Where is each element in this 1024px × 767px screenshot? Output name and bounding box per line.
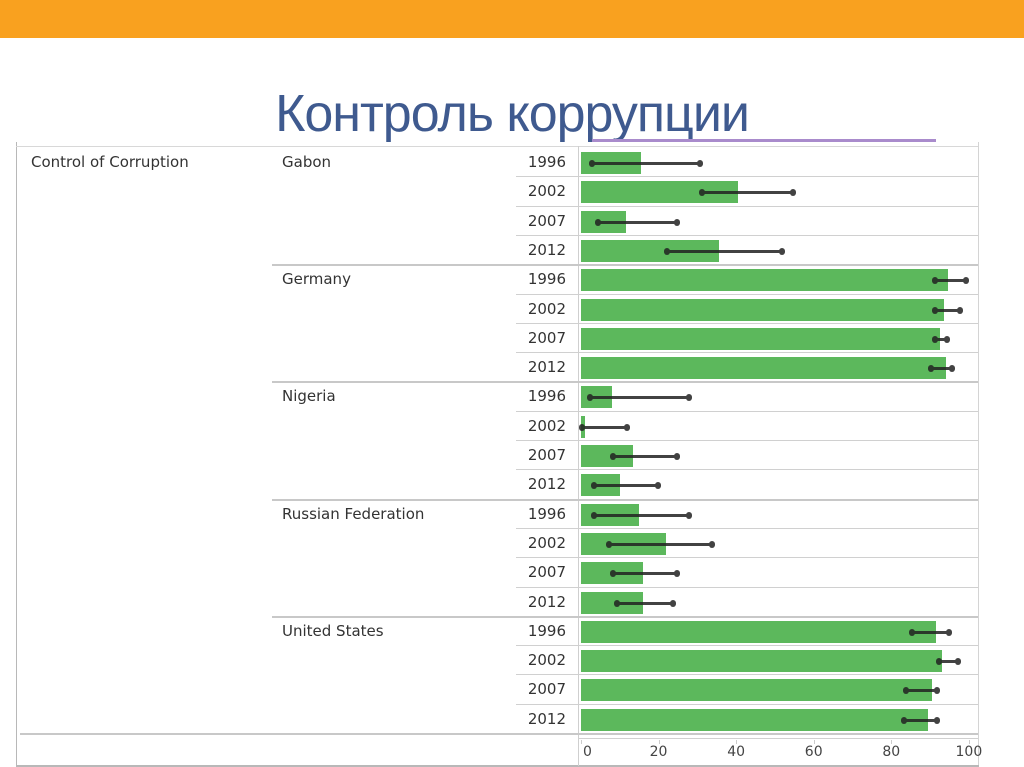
error-bar <box>901 716 940 724</box>
row-divider <box>516 469 978 471</box>
chart-frame-top <box>16 146 978 147</box>
year-label: 1996 <box>527 504 566 523</box>
bar-germany-2007 <box>581 327 940 350</box>
year-label: 1996 <box>527 621 566 640</box>
top-accent-bar <box>0 0 1024 38</box>
group-divider <box>272 381 978 384</box>
row-divider <box>516 440 978 441</box>
country-label: Russian Federation <box>282 504 425 523</box>
x-tick-mark <box>891 740 893 744</box>
error-bar <box>613 599 677 607</box>
year-label: 2012 <box>527 240 566 259</box>
row-divider <box>516 322 978 324</box>
error-bar <box>664 247 786 255</box>
error-bar <box>902 687 940 695</box>
country-label: Gabon <box>282 153 332 171</box>
error-bar <box>932 335 950 343</box>
bar-united-states-2007 <box>581 679 933 702</box>
bar-gabon-2012 <box>581 239 719 262</box>
error-bar <box>699 189 797 197</box>
year-label: 2007 <box>527 446 566 464</box>
row-divider <box>516 674 978 676</box>
slide-title: Контроль коррупции <box>275 85 750 143</box>
error-bar <box>932 306 964 314</box>
year-label: 2012 <box>527 709 566 728</box>
row-divider <box>516 645 978 647</box>
row-divider <box>516 176 978 178</box>
year-label: 2007 <box>527 563 566 582</box>
year-label: 1996 <box>527 387 566 406</box>
x-tick-label: 20 <box>649 744 668 760</box>
error-bar <box>590 511 692 519</box>
error-bar <box>586 394 692 402</box>
bar-gabon-2002 <box>581 181 739 204</box>
x-tick-label: 0 <box>583 744 592 760</box>
error-bar <box>932 277 970 285</box>
error-bar <box>610 570 680 578</box>
row-divider <box>516 234 978 236</box>
x-tick-mark <box>969 740 970 744</box>
bar-united-states-2002 <box>581 650 942 673</box>
chart-frame-right <box>978 142 979 765</box>
measure-label: Control of Corruption <box>31 153 189 171</box>
group-divider <box>272 264 978 267</box>
row-divider <box>516 527 978 529</box>
year-label: 2007 <box>527 328 566 347</box>
x-tick-mark <box>736 740 738 744</box>
error-bar <box>579 423 630 431</box>
x-axis-line <box>578 738 978 739</box>
year-label: 2012 <box>527 358 566 377</box>
x-tick-label: 100 <box>955 744 983 760</box>
row-divider <box>516 557 978 559</box>
x-tick-mark <box>813 740 815 744</box>
title-accent-line <box>592 139 936 142</box>
chart-frame <box>16 142 979 767</box>
bar-nigeria-2007 <box>581 445 634 467</box>
bar-russian-federation-2012 <box>581 591 644 614</box>
year-label: 2002 <box>527 533 566 552</box>
country-label: Nigeria <box>282 387 336 406</box>
bar-united-states-1996 <box>581 620 937 643</box>
error-bar <box>606 540 715 548</box>
error-bar <box>610 453 680 460</box>
bar-united-states-2012 <box>581 708 929 731</box>
row-divider <box>516 293 978 295</box>
error-bar <box>935 658 962 666</box>
x-tick-mark <box>581 740 582 744</box>
year-label: 2012 <box>527 475 566 494</box>
error-bar <box>928 365 956 373</box>
country-label: United States <box>282 621 384 640</box>
row-divider <box>516 410 978 412</box>
year-label: 2002 <box>527 299 566 318</box>
x-tick-mark <box>658 740 660 744</box>
x-tick-label: 40 <box>727 744 746 760</box>
error-bar <box>908 628 952 636</box>
error-bar <box>588 160 703 167</box>
year-label: 2007 <box>527 680 566 699</box>
error-bar <box>590 482 661 490</box>
error-bar <box>594 218 681 226</box>
row-divider <box>516 703 978 705</box>
row-divider <box>516 352 978 354</box>
group-divider <box>272 498 978 501</box>
country-label: Germany <box>282 270 351 289</box>
x-tick-label: 80 <box>882 744 901 760</box>
bar-germany-2002 <box>581 298 944 321</box>
year-label: 1996 <box>527 270 566 289</box>
row-divider <box>516 586 978 588</box>
row-divider <box>516 205 978 207</box>
year-label: 2002 <box>527 416 566 435</box>
year-label: 2007 <box>527 211 566 230</box>
chart-bottom-divider <box>20 733 978 735</box>
group-divider <box>272 615 978 618</box>
chart-axis-column-divider <box>578 146 579 766</box>
bar-germany-2012 <box>581 357 946 380</box>
year-label: 2002 <box>527 651 566 670</box>
year-label: 2012 <box>527 592 566 611</box>
year-label: 2002 <box>527 182 566 201</box>
bar-germany-1996 <box>581 269 948 292</box>
year-label: 1996 <box>527 153 566 171</box>
x-tick-label: 60 <box>804 744 823 760</box>
